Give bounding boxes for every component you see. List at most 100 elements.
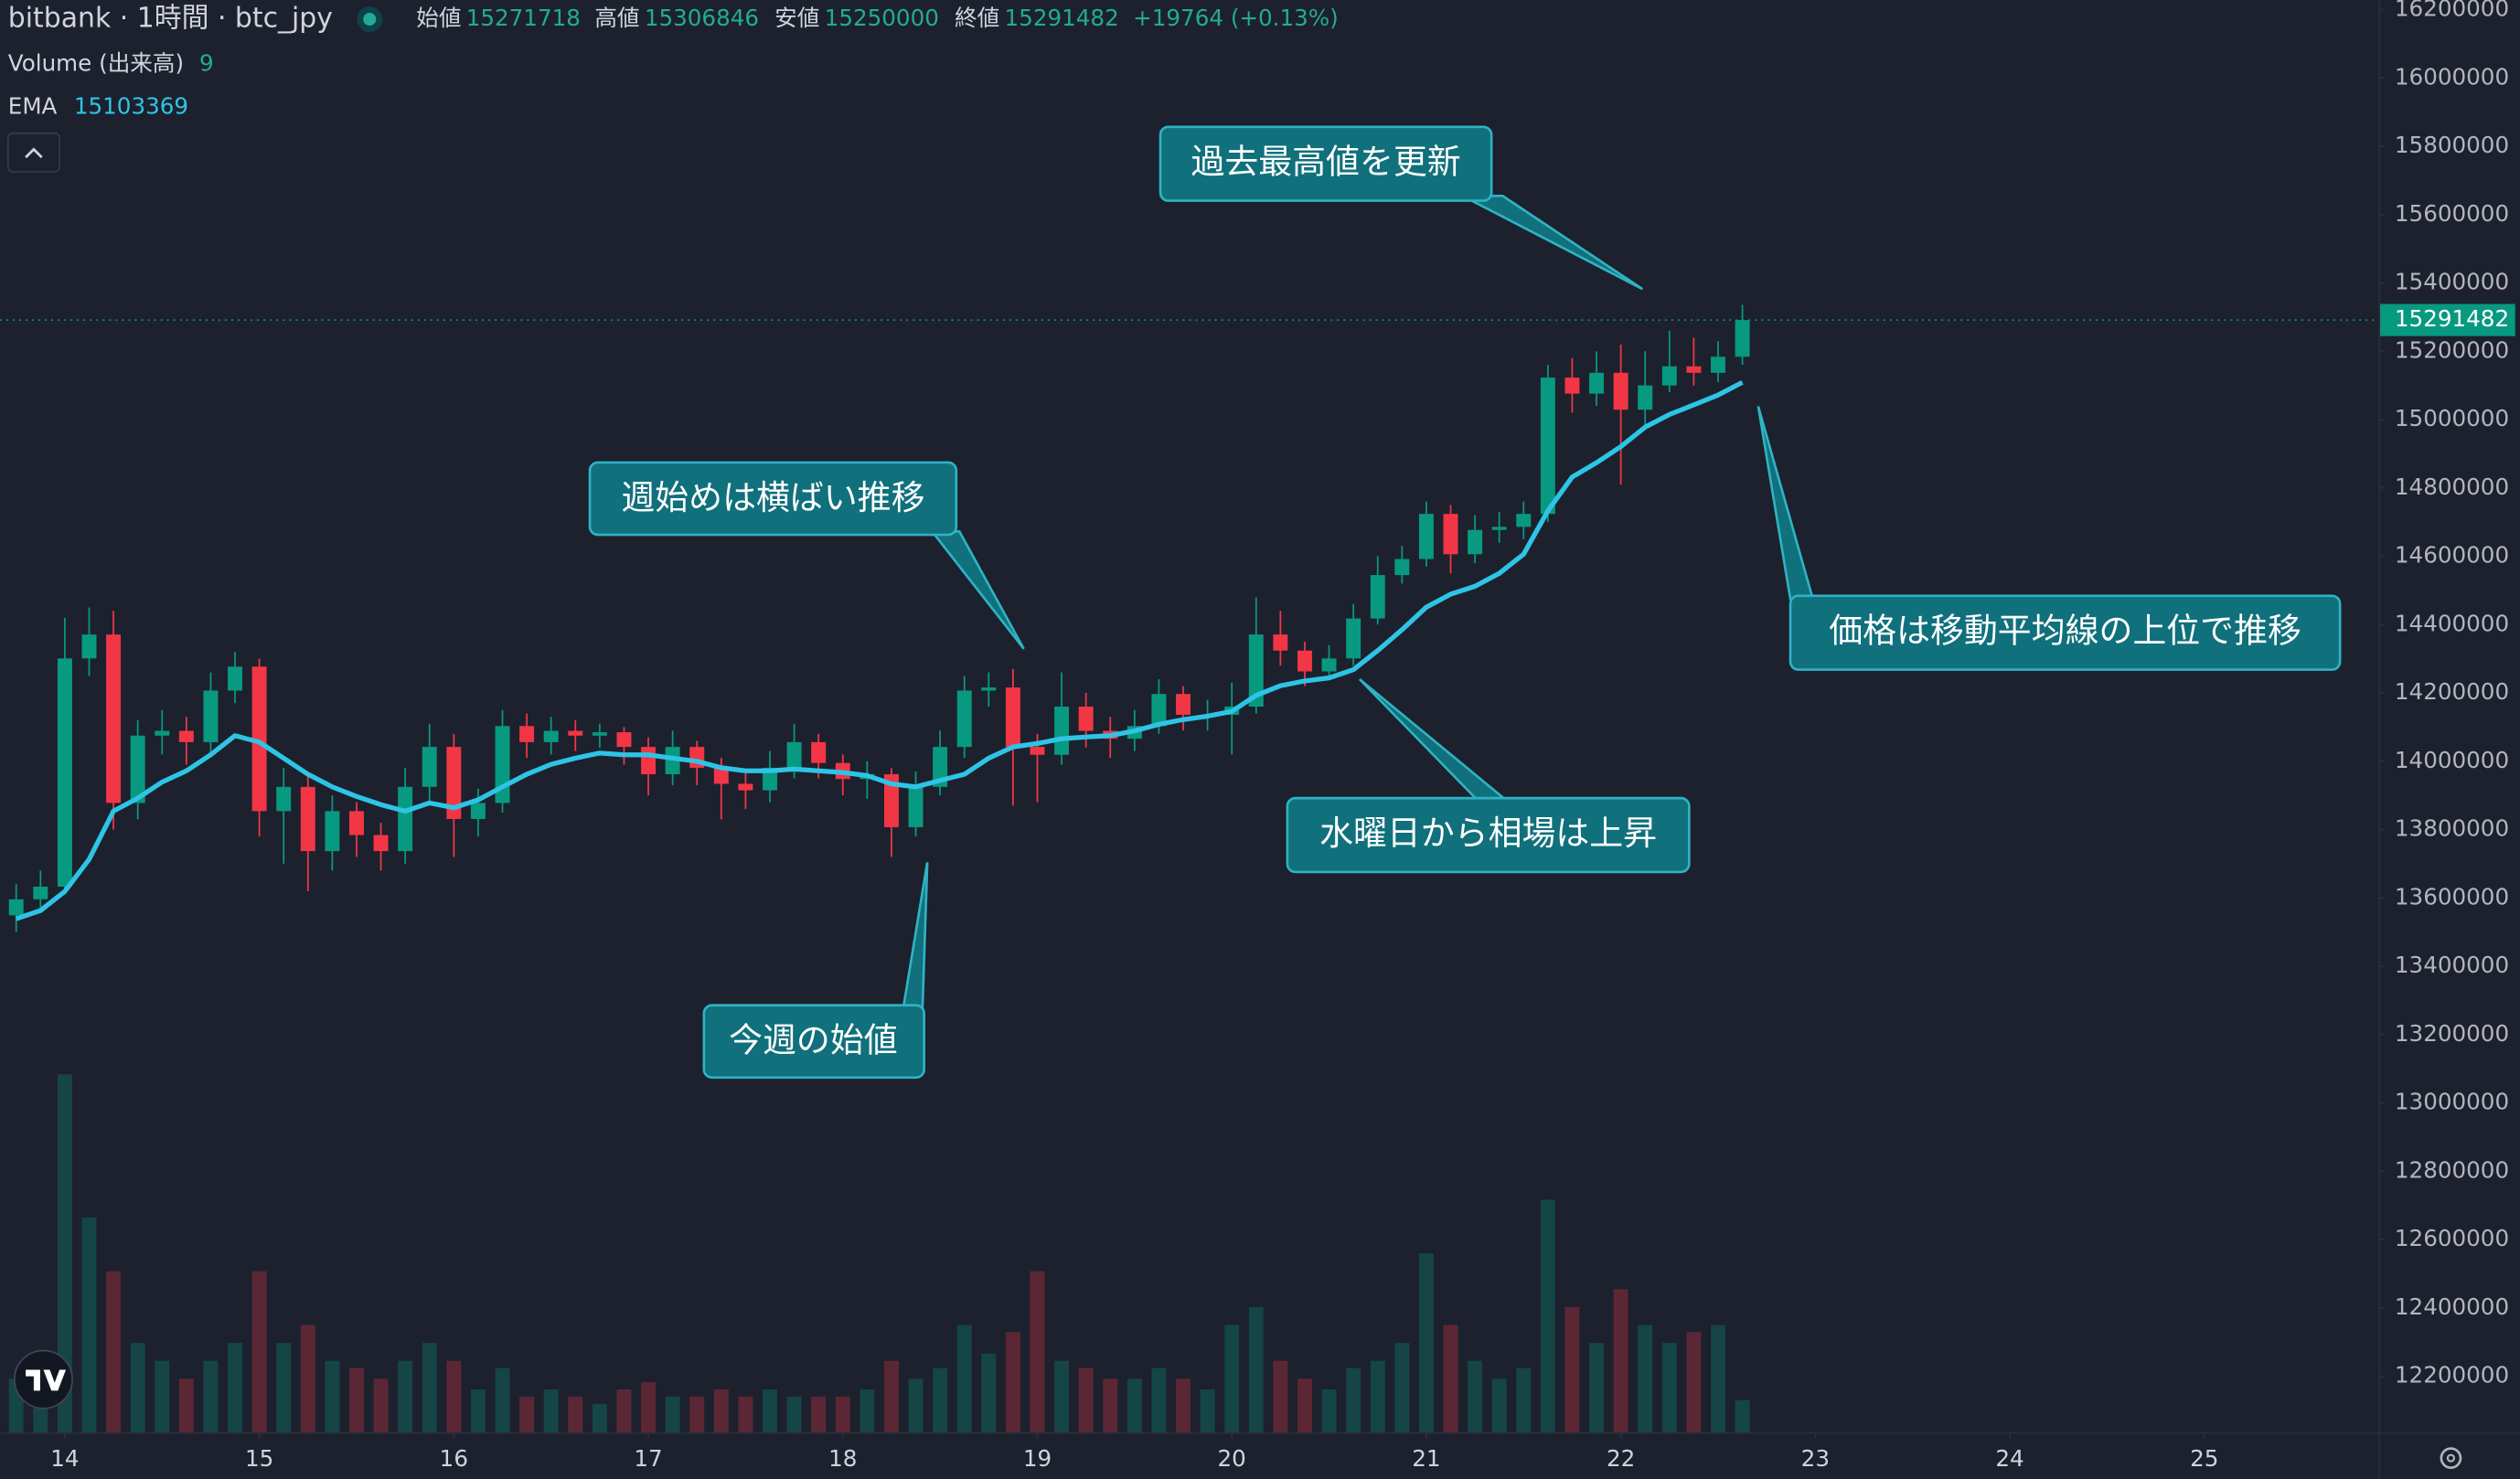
- candle-body: [956, 690, 972, 748]
- candle-body: [1443, 514, 1458, 555]
- volume-bar: [1735, 1399, 1750, 1433]
- ohlc-value: 15291482: [1005, 5, 1119, 31]
- volume-bar: [422, 1343, 437, 1433]
- volume-bar: [1516, 1367, 1532, 1433]
- candle-body: [373, 835, 389, 852]
- ohlc-value: 15306846: [645, 5, 759, 31]
- volume-bar: [665, 1396, 680, 1433]
- volume-bar: [300, 1325, 315, 1433]
- volume-bar: [1589, 1343, 1605, 1433]
- y-tick-label: 12400000: [2395, 1293, 2509, 1320]
- x-tick-label: 22: [1607, 1445, 1635, 1472]
- candle-body: [933, 747, 948, 787]
- settings-icon[interactable]: [2440, 1447, 2462, 1470]
- candle-body: [568, 730, 583, 736]
- candle-body: [811, 741, 827, 763]
- candle-body: [1711, 356, 1725, 373]
- volume-value: 9: [199, 49, 214, 76]
- collapse-button[interactable]: [6, 132, 60, 173]
- volume-layer: [8, 1074, 1750, 1433]
- ohlc-value: 15271718: [466, 5, 581, 31]
- volume-bar: [1418, 1253, 1434, 1433]
- candle-body: [1005, 687, 1020, 748]
- candle-body: [8, 899, 24, 916]
- ohlc-label: 終値: [955, 5, 999, 31]
- volume-bar: [1176, 1378, 1191, 1433]
- settings-button[interactable]: [2440, 1447, 2462, 1470]
- x-tick-label: 24: [1995, 1445, 2023, 1472]
- volume-bar: [786, 1396, 802, 1433]
- ema-line: [15, 379, 1744, 921]
- y-tick-label: 14200000: [2395, 678, 2509, 705]
- x-tick-label: 25: [2190, 1445, 2218, 1472]
- volume-bar: [592, 1403, 607, 1433]
- annotation-text: 今週の始値: [729, 1021, 897, 1060]
- candle-body: [1516, 514, 1532, 527]
- candle-body: [738, 783, 753, 791]
- y-tick-label: 16000000: [2395, 63, 2509, 90]
- volume-bar: [1638, 1325, 1653, 1433]
- candle-body: [1078, 707, 1094, 731]
- candle-body: [203, 690, 219, 742]
- candle-body: [883, 774, 899, 827]
- candle-body: [1735, 320, 1750, 357]
- volume-bar: [883, 1360, 899, 1433]
- y-tick-label: 12600000: [2395, 1225, 2509, 1251]
- ohlc-label: 始値: [416, 5, 461, 31]
- candle-body: [1321, 658, 1337, 672]
- candle-body: [325, 811, 340, 852]
- annotation-text: 週始めは横ばい推移: [621, 478, 924, 517]
- volume-bar: [1346, 1367, 1361, 1433]
- x-tick-label: 18: [828, 1445, 857, 1472]
- chart-title: bitbank · 1時間 · btc_jpy: [8, 3, 333, 35]
- y-tick-label: 13200000: [2395, 1020, 2509, 1047]
- volume-bar: [1491, 1378, 1507, 1433]
- y-tick-label: 16200000: [2395, 0, 2509, 22]
- candle-body: [155, 730, 170, 736]
- candle-body: [251, 666, 267, 812]
- annotation-box: [1789, 594, 2342, 671]
- candle-body: [300, 786, 315, 852]
- y-tick-label: 15400000: [2395, 269, 2509, 295]
- tradingview-logo[interactable]: [13, 1349, 73, 1410]
- candle-body: [1346, 618, 1361, 659]
- annotation-box: [588, 461, 958, 537]
- candle-body: [641, 747, 657, 775]
- collapse-box[interactable]: [6, 132, 60, 173]
- volume-bar: [738, 1396, 753, 1433]
- candle-body: [178, 730, 194, 742]
- annotation: 今週の始値: [702, 862, 929, 1080]
- candle-body: [1297, 650, 1312, 672]
- logo-circle[interactable]: [13, 1349, 73, 1410]
- volume-bar: [1127, 1378, 1142, 1433]
- status-dot: [363, 13, 377, 27]
- volume-bar: [981, 1353, 997, 1433]
- volume-bar: [1248, 1306, 1264, 1433]
- candle-body: [398, 786, 413, 852]
- candle-body: [1273, 634, 1288, 651]
- candle-body: [543, 730, 559, 742]
- annotation-text: 価格は移動平均線の上位で推移: [1829, 612, 2301, 651]
- volume-bar: [860, 1389, 875, 1433]
- candle-body: [81, 634, 97, 659]
- volume-bar: [713, 1389, 729, 1433]
- y-tick-label: 15200000: [2395, 336, 2509, 363]
- volume-bar: [1443, 1325, 1458, 1433]
- volume-bar: [1613, 1289, 1628, 1433]
- candle-body: [1564, 378, 1580, 394]
- volume-bar: [1394, 1343, 1410, 1433]
- x-tick-label: 21: [1412, 1445, 1440, 1472]
- candle-body: [1491, 527, 1507, 530]
- volume-bar: [155, 1360, 170, 1433]
- volume-bar: [933, 1367, 948, 1433]
- volume-bar: [1297, 1378, 1312, 1433]
- candle-body: [106, 634, 122, 803]
- volume-bar: [228, 1343, 243, 1433]
- volume-bar: [908, 1378, 924, 1433]
- volume-label: Volume (出来高): [8, 49, 184, 76]
- candle-body: [1151, 694, 1167, 727]
- last-price-box: [2380, 303, 2515, 336]
- annotation: 価格は移動平均線の上位で推移: [1757, 406, 2342, 671]
- candle-body: [470, 803, 486, 819]
